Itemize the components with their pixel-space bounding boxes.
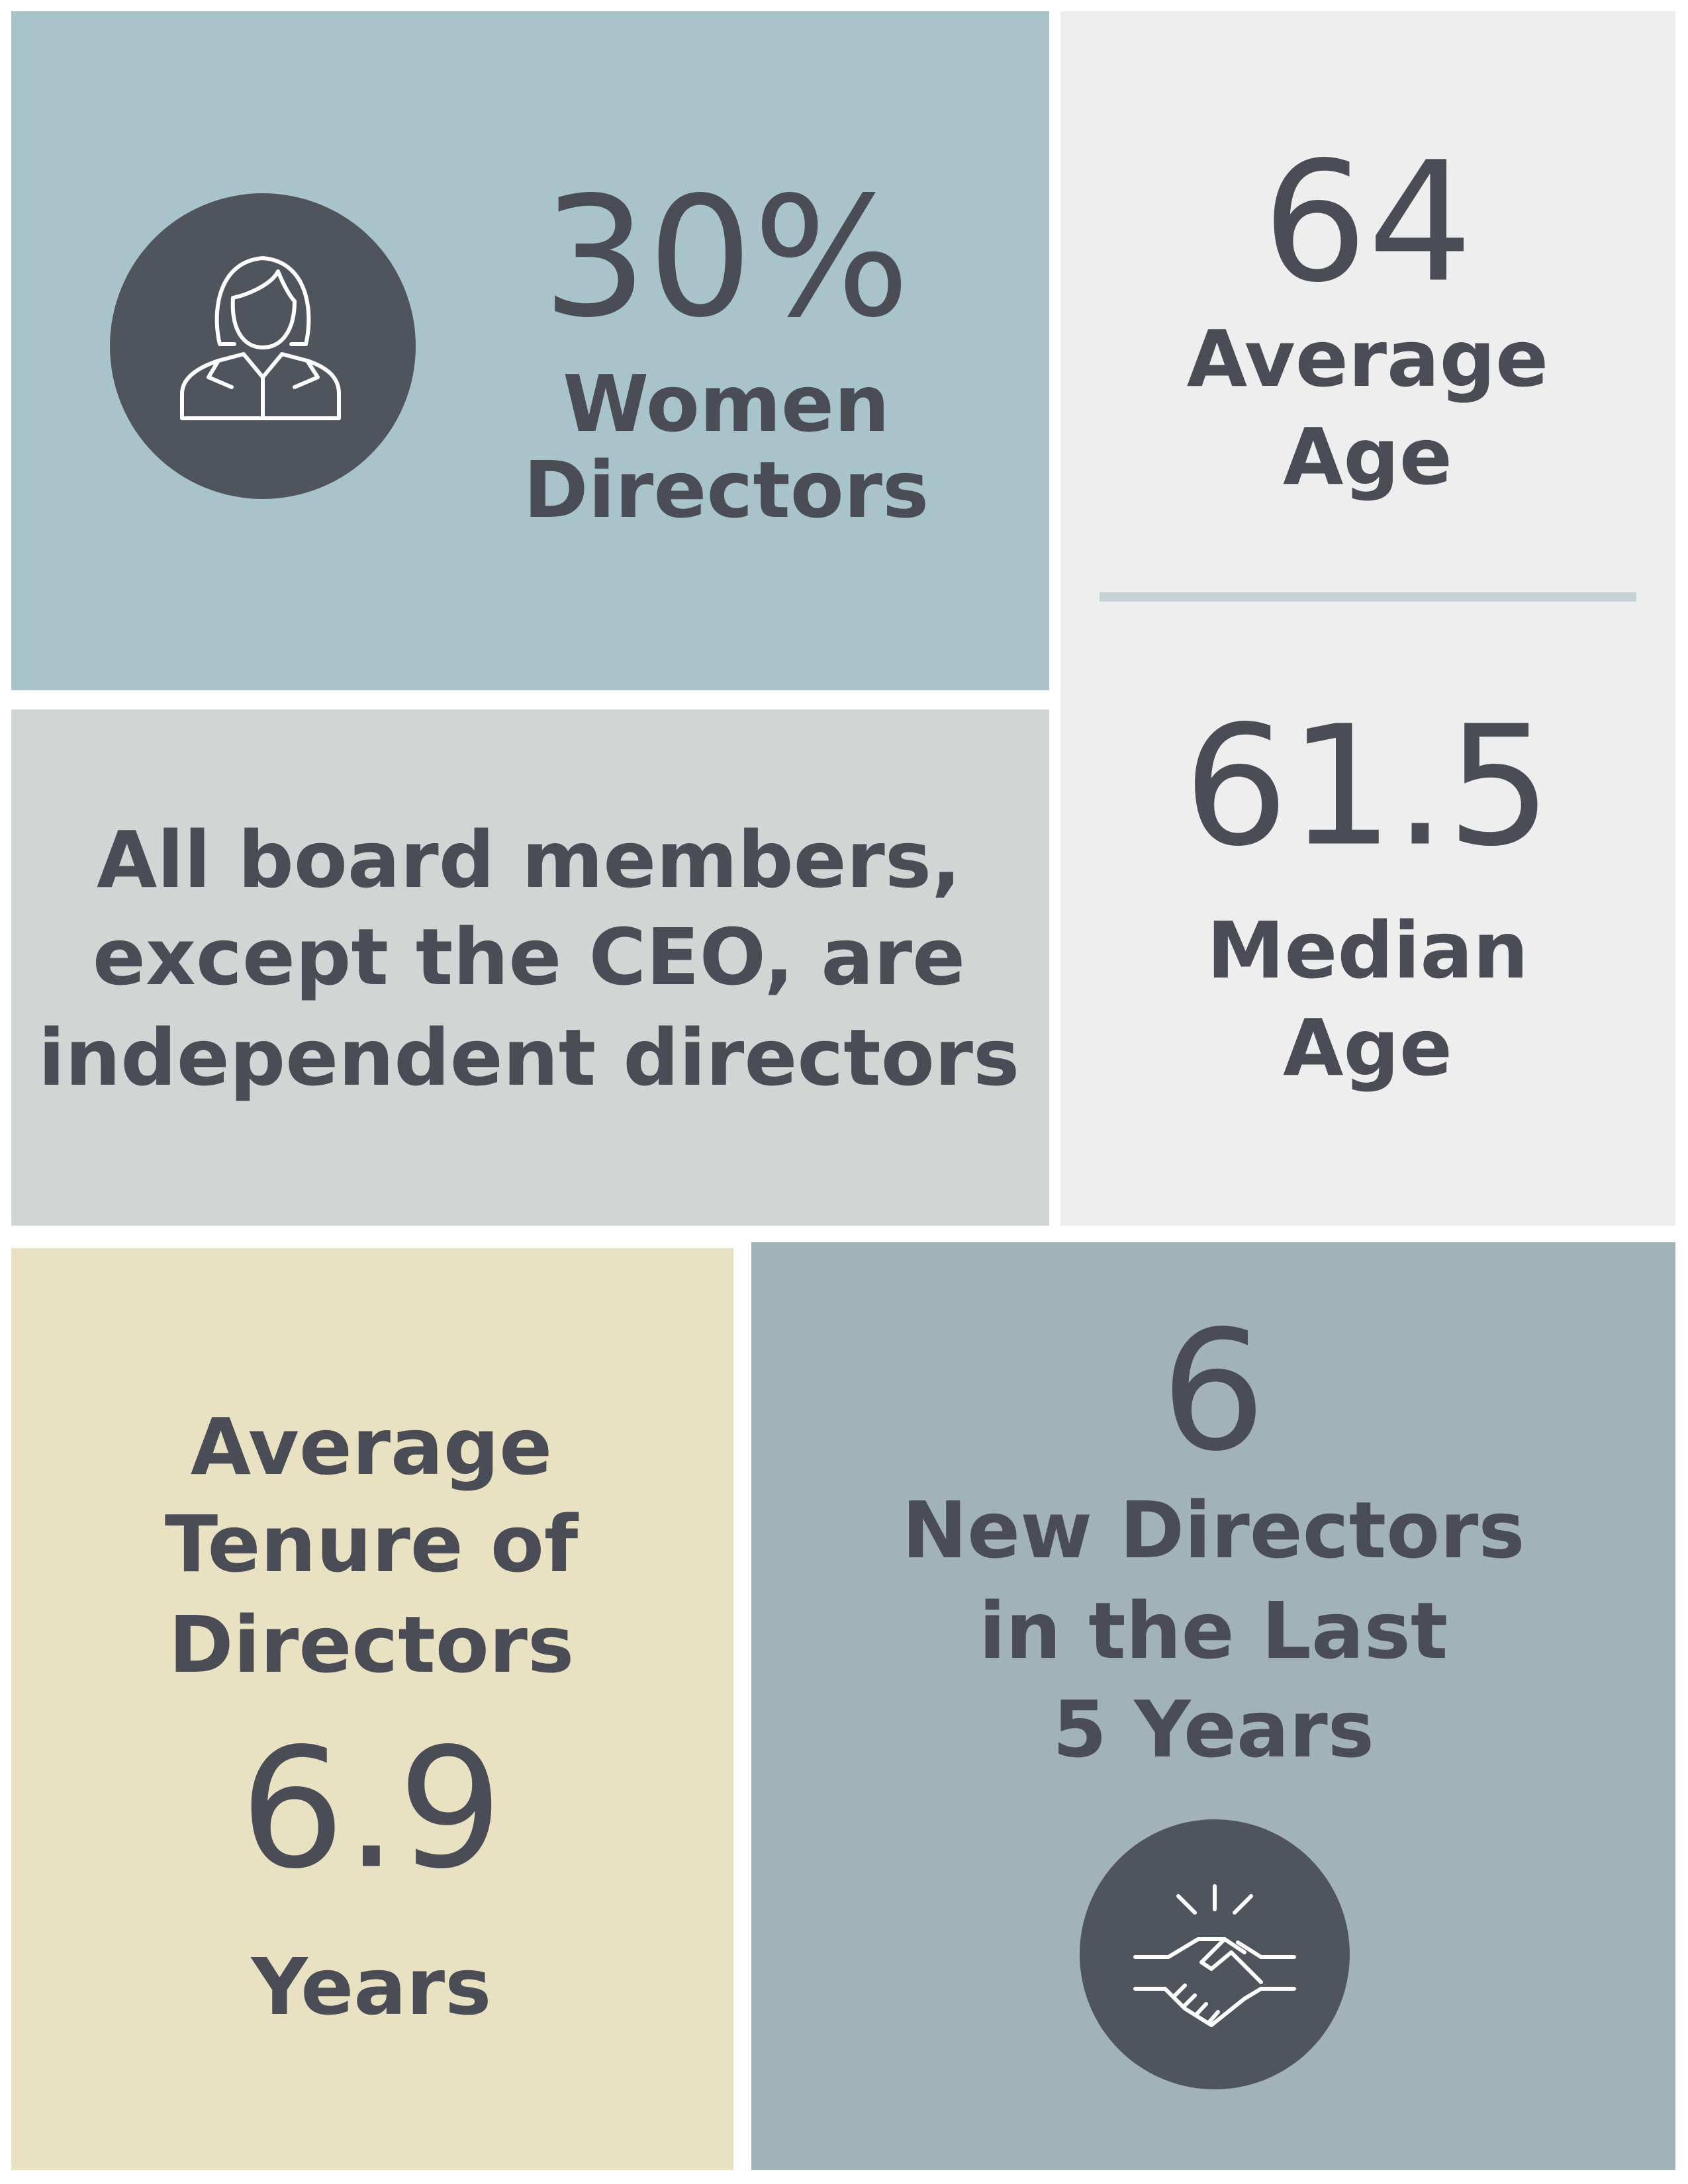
average-age-label: Age bbox=[1283, 411, 1452, 502]
tenure-label: Directors bbox=[169, 1599, 574, 1690]
average-age-label: Average bbox=[1187, 313, 1548, 404]
independence-text: independent directors bbox=[38, 1012, 1019, 1103]
median-age-label: Age bbox=[1283, 1002, 1452, 1093]
independence-text: except the CEO, are bbox=[93, 911, 965, 1003]
women-value: 30% bbox=[542, 161, 910, 354]
new-directors-value: 6 bbox=[1160, 1295, 1266, 1488]
tenure-unit: Years bbox=[250, 1941, 492, 2032]
new-directors-label: in the Last bbox=[979, 1585, 1448, 1676]
new-directors-label: 5 Years bbox=[1053, 1684, 1374, 1775]
new-directors-label: New Directors bbox=[902, 1484, 1524, 1576]
women-label: Women bbox=[563, 358, 890, 449]
age-panel bbox=[1060, 11, 1675, 1226]
tenure-label: Average bbox=[191, 1401, 552, 1492]
median-age-value: 61.5 bbox=[1184, 690, 1552, 883]
women-label: Directors bbox=[524, 444, 929, 535]
woman-icon bbox=[110, 193, 416, 499]
tenure-panel bbox=[11, 1248, 733, 2170]
median-age-label: Median bbox=[1207, 905, 1528, 996]
tenure-label: Tenure of bbox=[165, 1498, 579, 1590]
divider bbox=[1100, 592, 1636, 602]
tenure-value: 6.9 bbox=[240, 1713, 503, 1905]
handshake-icon bbox=[1080, 1819, 1350, 2089]
independence-text: All board members, bbox=[97, 814, 961, 905]
independence-panel bbox=[11, 709, 1049, 1226]
average-age-value: 64 bbox=[1262, 126, 1473, 319]
